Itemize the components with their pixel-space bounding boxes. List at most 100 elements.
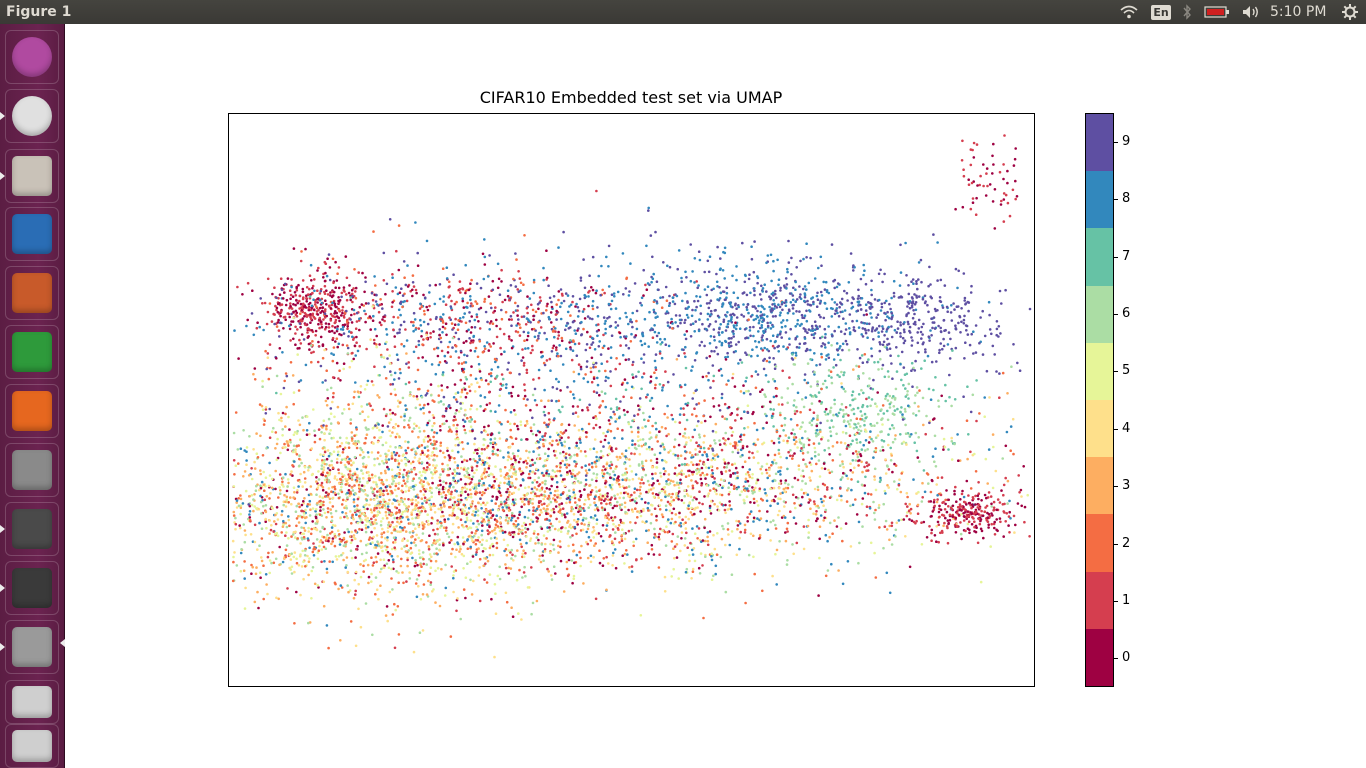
data-point [593,460,597,464]
data-point [645,288,649,291]
bluetooth-icon[interactable] [1179,0,1195,24]
data-point [836,353,840,356]
data-point [760,336,764,339]
settings-gear-icon[interactable] [1340,0,1360,24]
launcher-system-settings[interactable] [5,443,59,497]
keyboard-layout-indicator[interactable]: En [1150,0,1172,24]
data-point [809,499,812,502]
data-point [950,404,953,408]
volume-icon[interactable] [1240,0,1262,24]
data-point [448,485,451,488]
launcher-files[interactable] [5,149,59,203]
data-point [448,482,452,485]
data-point [630,320,634,324]
data-point [647,509,650,512]
data-point [370,530,373,534]
data-point [342,286,346,289]
data-point [835,303,839,306]
launcher-libreoffice-writer[interactable] [5,207,59,261]
data-point [967,301,971,304]
data-point [673,556,676,560]
data-point [512,468,516,471]
data-point [741,444,745,448]
data-point [701,502,704,506]
data-point [532,532,536,535]
data-point [496,453,500,457]
data-point [750,354,753,358]
data-point [415,291,418,295]
data-point [759,467,762,471]
data-point [814,324,818,328]
data-point [710,458,713,462]
launcher-libreoffice-impress[interactable] [5,266,59,320]
data-point [545,309,548,312]
launcher-chrome[interactable] [5,89,59,143]
data-point [480,533,483,537]
launcher-trash[interactable] [5,724,59,768]
data-point [908,331,912,334]
data-point [565,560,569,564]
data-point [824,358,828,361]
launcher-sublime-text[interactable] [5,502,59,556]
data-point [813,450,817,454]
data-point [749,510,753,513]
data-point [702,616,705,620]
data-point [290,312,293,316]
launcher-terminal[interactable] [5,561,59,615]
data-point [565,458,568,462]
data-point [351,402,355,406]
data-point [506,368,509,371]
data-point [911,316,915,320]
data-point [902,366,906,369]
data-point [752,555,755,559]
data-point [752,520,755,523]
data-point [606,317,609,320]
data-point [346,346,350,350]
data-point [532,506,535,509]
data-point [954,267,958,271]
data-point [963,296,967,300]
data-point [776,513,780,517]
launcher-help[interactable] [5,620,59,674]
data-point [923,294,927,298]
data-point [746,303,750,306]
data-point [648,431,652,434]
data-point [495,541,499,545]
data-point [537,376,541,380]
launcher-disk-drive[interactable] [5,680,59,724]
data-point [926,354,930,358]
wifi-icon[interactable] [1118,0,1140,24]
data-point [823,302,827,305]
data-point [823,379,827,383]
data-point [588,463,591,466]
data-point [557,380,560,384]
launcher-ubuntu-dash[interactable] [5,30,59,84]
data-point [756,309,759,313]
data-point [472,534,476,538]
data-point [627,446,631,450]
data-point [907,382,911,386]
data-point [785,287,788,290]
launcher-libreoffice-calc[interactable] [5,325,59,379]
data-point [460,510,464,513]
data-point [890,296,893,300]
data-point [455,490,458,493]
launcher-software-center[interactable] [5,384,59,438]
data-point [442,295,446,298]
data-point [728,469,731,472]
data-point [659,296,662,299]
data-point [706,318,710,321]
clock[interactable]: 5:10 PM [1270,4,1327,20]
data-point [580,320,583,324]
data-point [922,322,925,326]
data-point [709,313,712,316]
data-point [653,507,657,511]
data-point [846,489,849,492]
data-point [642,353,646,356]
battery-icon[interactable] [1203,0,1231,24]
data-point [723,442,726,445]
data-point [927,387,931,391]
data-point [752,270,756,274]
data-point [773,346,776,350]
data-point [683,457,687,460]
